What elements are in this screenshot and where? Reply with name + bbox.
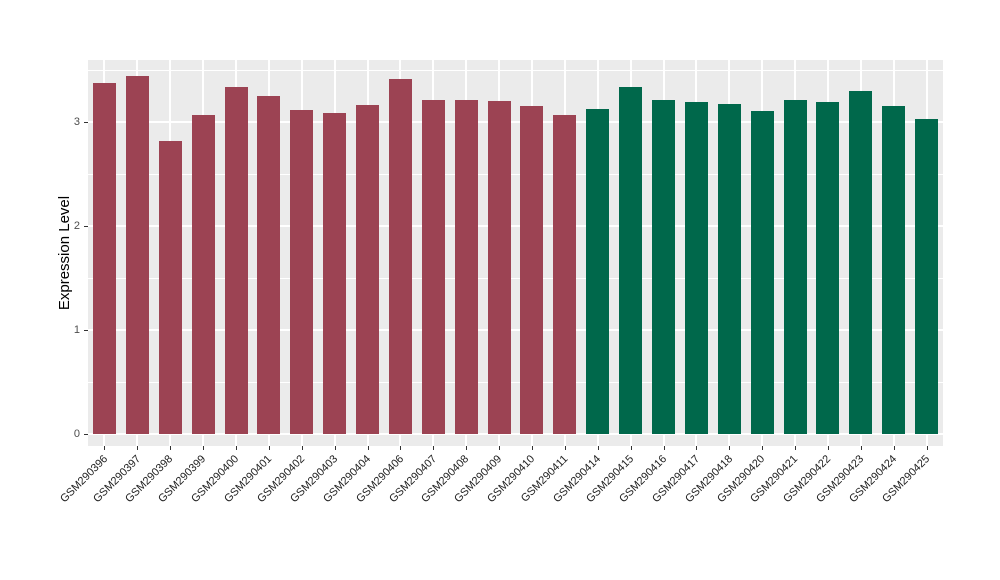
gridline-major — [88, 433, 943, 435]
x-tick-mark — [170, 446, 172, 450]
y-tick-label: 1 — [73, 324, 80, 336]
bar-GSM290407 — [421, 100, 445, 434]
bar-GSM290424 — [882, 106, 906, 434]
x-tick-mark — [334, 446, 336, 450]
bar-GSM290397 — [125, 76, 149, 434]
x-tick-mark — [499, 446, 501, 450]
x-tick-mark — [827, 446, 829, 450]
x-tick-mark — [696, 446, 698, 450]
x-tick-mark — [663, 446, 665, 450]
bar-GSM290418 — [717, 104, 741, 434]
bar-GSM290401 — [257, 96, 281, 434]
y-axis-title: Expression Level — [56, 195, 73, 311]
bar-GSM290400 — [224, 86, 248, 434]
x-tick-mark — [268, 446, 270, 450]
gridline-minor — [88, 70, 943, 71]
x-tick-mark — [564, 446, 566, 450]
x-tick-mark — [795, 446, 796, 450]
gridline-major — [88, 225, 943, 227]
gridline-minor — [88, 382, 943, 383]
bar-GSM290420 — [750, 110, 774, 434]
bar-GSM290425 — [915, 118, 939, 434]
gridline-major — [88, 121, 943, 123]
bar-GSM290399 — [191, 114, 215, 434]
bar-GSM290409 — [487, 101, 511, 434]
x-tick-mark — [893, 446, 895, 450]
bar-GSM290406 — [388, 79, 412, 434]
x-tick-mark — [301, 446, 303, 450]
x-tick-mark — [236, 446, 237, 450]
x-tick-mark — [104, 446, 106, 450]
y-tick-mark — [84, 226, 88, 227]
x-tick-mark — [433, 446, 435, 450]
x-tick-mark — [137, 446, 139, 450]
bar-GSM290414 — [586, 108, 610, 434]
x-tick-mark — [597, 446, 599, 450]
bar-GSM290417 — [684, 102, 708, 434]
bar-GSM290411 — [553, 114, 577, 434]
x-tick-mark — [860, 446, 862, 450]
bar-GSM290410 — [520, 106, 544, 434]
x-tick-mark — [630, 446, 632, 450]
y-tick-label: 2 — [73, 220, 80, 232]
gridline-major — [88, 329, 943, 331]
gridline-minor — [88, 174, 943, 175]
plot-panel — [88, 60, 943, 446]
bar-GSM290423 — [849, 90, 873, 434]
y-tick-label: 0 — [73, 428, 80, 440]
bar-GSM290416 — [652, 100, 675, 434]
y-tick-mark — [84, 330, 88, 331]
x-tick-mark — [203, 446, 205, 450]
x-tick-mark — [729, 446, 731, 450]
bar-GSM290403 — [323, 112, 347, 434]
y-tick-mark — [84, 434, 88, 435]
y-tick-mark — [84, 122, 88, 123]
gridline-minor — [88, 278, 943, 279]
x-tick-mark — [466, 446, 468, 450]
x-tick-mark — [762, 446, 764, 450]
bar-GSM290396 — [92, 82, 116, 434]
bar-GSM290402 — [290, 109, 314, 434]
bar-GSM290422 — [816, 102, 840, 434]
bar-GSM290421 — [783, 100, 807, 434]
x-tick-mark — [926, 446, 928, 450]
bar-GSM290398 — [158, 140, 182, 434]
bar-GSM290408 — [454, 100, 478, 434]
x-tick-mark — [531, 446, 533, 450]
y-tick-label: 3 — [73, 116, 80, 128]
bar-GSM290404 — [356, 105, 379, 434]
x-tick-mark — [367, 446, 369, 450]
bar-GSM290415 — [619, 86, 643, 434]
x-tick-mark — [400, 446, 402, 450]
